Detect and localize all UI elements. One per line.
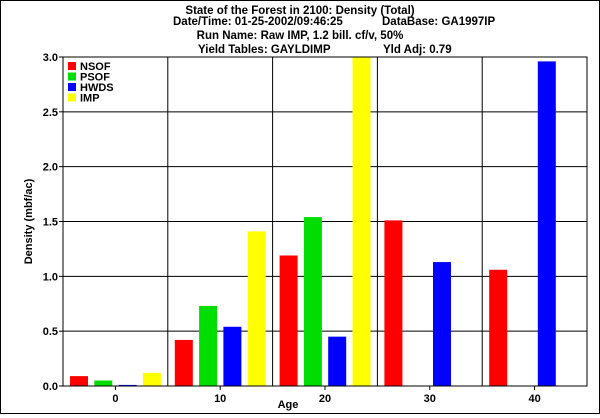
header-database: DataBase: GA1997IP xyxy=(382,16,495,28)
bar-imp-age-10 xyxy=(247,231,266,386)
bar-nsof-age-30 xyxy=(384,220,403,386)
bar-nsof-age-20 xyxy=(279,255,298,386)
header-datetime: Date/Time: 01-25-2002/09:46:25 xyxy=(173,16,343,28)
legend-label-imp: IMP xyxy=(80,93,100,105)
header-yield-tables: Yield Tables: GAYLDIMP xyxy=(198,44,331,56)
grid-lines xyxy=(63,56,587,387)
legend-swatch-psof xyxy=(68,72,76,81)
legend-swatch-hwds xyxy=(68,83,76,91)
bar-nsof-age-40 xyxy=(489,269,508,386)
bars-group xyxy=(70,57,556,387)
x-tick-label: 30 xyxy=(424,393,436,405)
bar-hwds-age-40 xyxy=(537,61,556,387)
x-axis-ticks: 0 10 20 30 40 xyxy=(112,386,541,405)
bar-nsof-age-10 xyxy=(174,339,193,386)
header-run-name: Run Name: Raw IMP, 1.2 bill. cf/v, 50% xyxy=(197,30,404,42)
bar-psof-age-20 xyxy=(303,217,322,386)
bar-psof-age-10 xyxy=(199,305,218,386)
legend-swatch-nsof xyxy=(68,62,76,70)
y-axis-ticks: 0.0 0.5 1.0 1.5 2.0 2.5 3.0 xyxy=(43,52,63,393)
bar-hwds-age-30 xyxy=(433,262,451,386)
y-tick-label: 0.0 xyxy=(43,381,58,393)
y-tick-label: 2.5 xyxy=(43,107,58,119)
bar-imp-age-20 xyxy=(352,57,371,386)
x-axis-label: Age xyxy=(278,399,299,411)
y-tick-label: 1.5 xyxy=(43,217,58,229)
legend-swatch-imp xyxy=(68,93,76,102)
y-tick-label: 0.5 xyxy=(43,326,58,338)
x-tick-label: 40 xyxy=(528,393,540,405)
chart-title: State of the Forest in 2100: Density (To… xyxy=(185,5,414,17)
y-tick-label: 2.0 xyxy=(43,162,58,174)
legend-label-hwds: HWDS xyxy=(80,82,114,94)
bar-psof-age-0 xyxy=(94,380,113,386)
y-tick-label: 1.0 xyxy=(43,271,58,283)
x-tick-label: 0 xyxy=(112,393,118,405)
bar-nsof-age-0 xyxy=(70,376,88,386)
bar-hwds-age-20 xyxy=(328,336,347,386)
header-yield-adjust: Yld Adj: 0.79 xyxy=(383,44,452,56)
bar-hwds-age-0 xyxy=(118,384,137,386)
bar-hwds-age-10 xyxy=(223,326,242,386)
legend-label-nsof: NSOF xyxy=(80,61,111,73)
x-tick-label: 10 xyxy=(214,393,226,405)
bar-imp-age-0 xyxy=(142,372,161,386)
x-tick-label: 20 xyxy=(319,393,331,405)
y-tick-label: 3.0 xyxy=(43,52,58,64)
y-axis-label: Density (mbf/ac) xyxy=(23,178,35,264)
legend-label-psof: PSOF xyxy=(80,72,110,84)
